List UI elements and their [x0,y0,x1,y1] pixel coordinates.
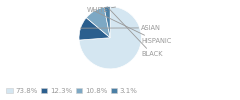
Wedge shape [104,7,110,38]
Wedge shape [79,18,110,40]
Wedge shape [79,7,141,69]
Text: HISPANIC: HISPANIC [94,11,172,44]
Text: BLACK: BLACK [107,7,163,57]
Text: WHITE: WHITE [87,7,116,13]
Text: ASIAN: ASIAN [80,25,161,31]
Wedge shape [86,7,110,38]
Legend: 73.8%, 12.3%, 10.8%, 3.1%: 73.8%, 12.3%, 10.8%, 3.1% [3,85,140,96]
